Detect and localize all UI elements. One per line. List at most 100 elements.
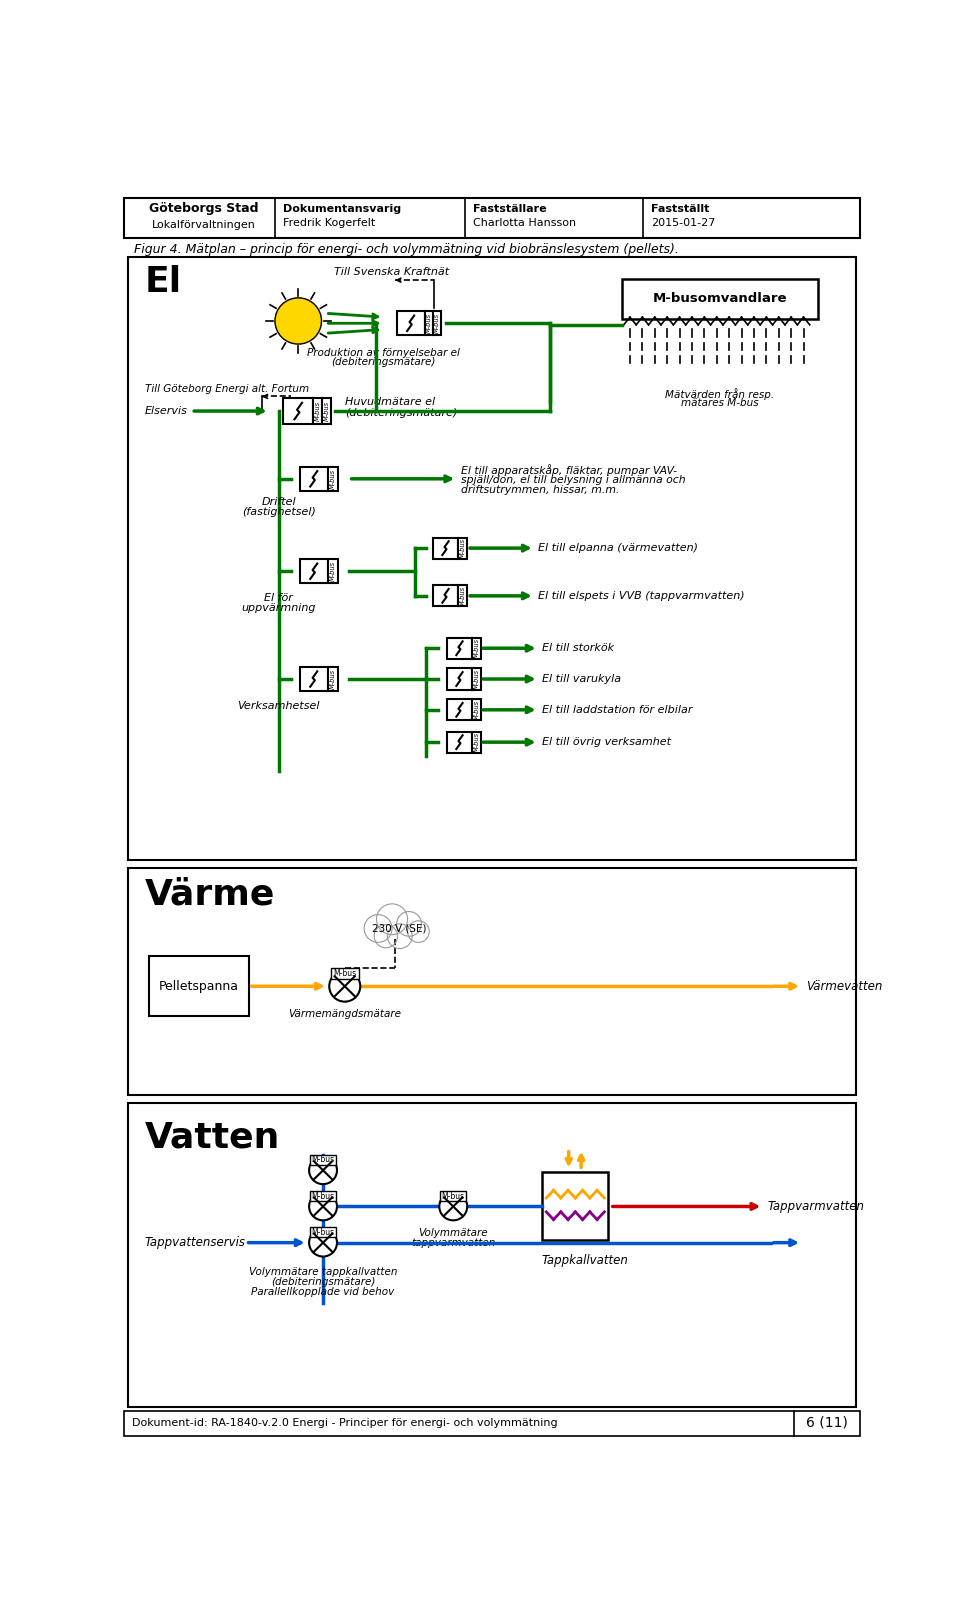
Text: Charlotta Hansson: Charlotta Hansson xyxy=(472,218,576,228)
Text: M-bus: M-bus xyxy=(330,561,336,582)
Text: M-bus: M-bus xyxy=(434,314,440,333)
Bar xyxy=(433,312,442,335)
Bar xyxy=(310,1155,336,1165)
Circle shape xyxy=(309,1228,337,1257)
Text: Dokumentansvarig: Dokumentansvarig xyxy=(283,204,401,213)
Text: M-bus: M-bus xyxy=(324,401,329,422)
Text: M-bus: M-bus xyxy=(311,1155,335,1165)
Bar xyxy=(313,399,323,423)
Text: Parallellkopplade vid behov: Parallellkopplade vid behov xyxy=(252,1286,395,1298)
Circle shape xyxy=(374,924,397,947)
Bar xyxy=(300,467,328,491)
Text: spjäll/don, el till belysning i allmänna och: spjäll/don, el till belysning i allmänna… xyxy=(461,475,685,485)
Text: El: El xyxy=(145,265,182,299)
Text: Tappkallvatten: Tappkallvatten xyxy=(541,1254,629,1267)
Bar xyxy=(542,1172,609,1239)
Circle shape xyxy=(388,924,412,949)
Text: uppvärmning: uppvärmning xyxy=(242,603,316,612)
Text: 230 V (SE): 230 V (SE) xyxy=(372,923,426,934)
Bar xyxy=(458,585,468,606)
Text: Fastställt: Fastställt xyxy=(651,204,709,213)
Text: 6 (11): 6 (11) xyxy=(805,1416,848,1430)
Text: El till elspets i VVB (tappvarmvatten): El till elspets i VVB (tappvarmvatten) xyxy=(539,591,745,601)
Text: M-bus: M-bus xyxy=(473,669,480,688)
Text: Till Svenska Kraftnät: Till Svenska Kraftnät xyxy=(334,268,449,278)
Text: Fastställare: Fastställare xyxy=(472,204,546,213)
Circle shape xyxy=(364,915,392,942)
Bar xyxy=(328,559,338,583)
Text: Huvudmätare el: Huvudmätare el xyxy=(345,398,435,407)
Bar xyxy=(323,399,331,423)
Bar xyxy=(472,700,481,721)
Text: Fredrik Kogerfelt: Fredrik Kogerfelt xyxy=(283,218,375,228)
Text: Till Göteborg Energi alt. Fortum: Till Göteborg Energi alt. Fortum xyxy=(145,383,309,394)
Bar xyxy=(458,538,468,559)
Text: M-bus: M-bus xyxy=(460,585,466,606)
Text: Värmevatten: Värmevatten xyxy=(805,979,882,992)
Bar xyxy=(328,467,338,491)
Text: 2015-01-27: 2015-01-27 xyxy=(651,218,715,228)
Bar xyxy=(440,1191,467,1201)
Bar xyxy=(124,1411,860,1437)
Text: Värme: Värme xyxy=(145,877,276,911)
Bar xyxy=(310,1227,336,1238)
Text: (debiteringsmätare): (debiteringsmätare) xyxy=(271,1277,375,1286)
Text: El till varukyla: El till varukyla xyxy=(542,674,621,684)
Bar xyxy=(283,399,313,423)
Bar xyxy=(328,667,338,692)
Bar xyxy=(331,968,359,979)
Text: M-bus: M-bus xyxy=(426,314,432,333)
Circle shape xyxy=(329,971,360,1002)
Bar xyxy=(396,312,424,335)
Text: Dokument-id: RA-1840-v.2.0 Energi - Principer för energi- och volymmätning: Dokument-id: RA-1840-v.2.0 Energi - Prin… xyxy=(132,1417,557,1429)
Text: M-bus: M-bus xyxy=(330,669,336,688)
Text: Värmemängdsmätare: Värmemängdsmätare xyxy=(288,1008,401,1020)
Circle shape xyxy=(396,911,421,936)
Bar xyxy=(472,732,481,753)
Text: M-busomvandlare: M-busomvandlare xyxy=(653,292,787,305)
Text: M-bus: M-bus xyxy=(442,1191,465,1201)
Text: Volymmätare tappkallvatten: Volymmätare tappkallvatten xyxy=(249,1267,397,1277)
Bar xyxy=(424,312,433,335)
Text: M-bus: M-bus xyxy=(311,1228,335,1236)
Text: M-bus: M-bus xyxy=(460,538,466,558)
Text: (debiteringsmätare): (debiteringsmätare) xyxy=(345,407,457,417)
Bar xyxy=(310,1191,336,1201)
Text: Verksamhetsel: Verksamhetsel xyxy=(238,701,320,711)
Bar xyxy=(300,667,328,692)
Bar xyxy=(622,278,818,318)
Text: (fastighetsel): (fastighetsel) xyxy=(242,507,316,517)
Bar xyxy=(446,732,472,753)
Text: Volymmätare: Volymmätare xyxy=(419,1228,488,1238)
Text: El till storkök: El till storkök xyxy=(542,643,614,653)
Bar xyxy=(446,638,472,659)
Circle shape xyxy=(440,1193,468,1220)
Bar xyxy=(472,638,481,659)
Text: Elservis: Elservis xyxy=(145,406,187,415)
Text: El till apparatskåp, fläktar, pumpar VAV-: El till apparatskåp, fläktar, pumpar VAV… xyxy=(461,464,677,475)
Text: driftsutrymmen, hissar, m.m.: driftsutrymmen, hissar, m.m. xyxy=(461,485,619,494)
Text: Lokalförvaltningen: Lokalförvaltningen xyxy=(152,220,255,229)
Bar xyxy=(472,669,481,690)
Text: M-bus: M-bus xyxy=(473,700,480,719)
Bar xyxy=(433,538,458,559)
Text: El till laddstation för elbilar: El till laddstation för elbilar xyxy=(542,705,693,714)
Circle shape xyxy=(309,1193,337,1220)
Text: Tappvattenservis: Tappvattenservis xyxy=(145,1236,246,1249)
Text: El till övrig verksamhet: El till övrig verksamhet xyxy=(542,737,671,747)
Text: Göteborgs Stad: Göteborgs Stad xyxy=(149,202,258,215)
Text: Figur 4. Mätplan – princip för energi- och volymmätning vid biobränslesystem (pe: Figur 4. Mätplan – princip för energi- o… xyxy=(134,242,679,255)
Circle shape xyxy=(275,297,322,344)
Text: M-bus: M-bus xyxy=(473,638,480,658)
Bar xyxy=(300,559,328,583)
Text: M-bus: M-bus xyxy=(473,732,480,751)
Text: tappvarmvatten: tappvarmvatten xyxy=(411,1238,495,1249)
Text: (debiteringsmätare): (debiteringsmätare) xyxy=(331,357,436,367)
Bar xyxy=(124,197,860,238)
Text: El för: El för xyxy=(264,593,294,603)
Bar xyxy=(128,257,856,860)
Text: Tappvarmvatten: Tappvarmvatten xyxy=(767,1201,864,1214)
Text: El till elpanna (värmevatten): El till elpanna (värmevatten) xyxy=(539,543,699,553)
Circle shape xyxy=(408,921,429,942)
Bar xyxy=(446,700,472,721)
